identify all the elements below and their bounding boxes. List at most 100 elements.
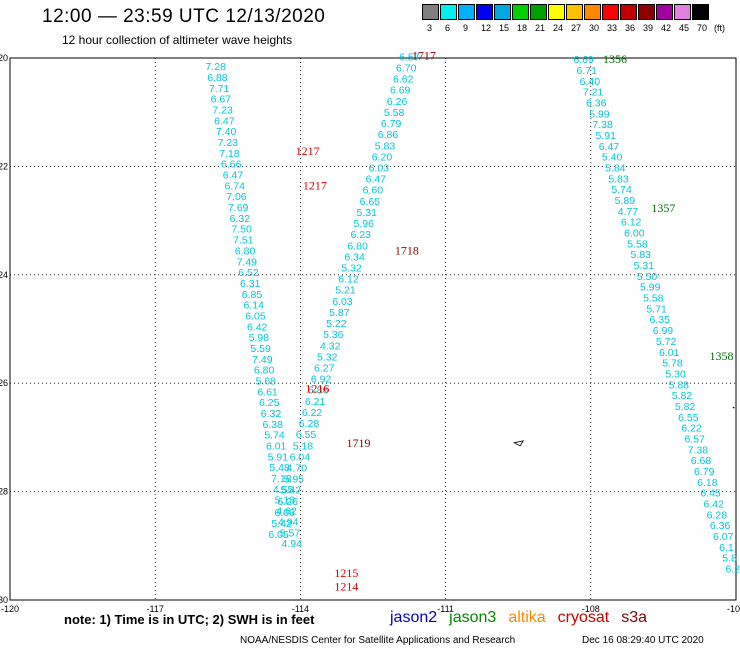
wave-height-value: 6.27: [314, 362, 335, 374]
wave-height-value: 7.51: [233, 235, 254, 247]
wave-height-value: 6.55: [678, 412, 699, 424]
wave-height-value: 5.88: [669, 379, 690, 391]
wave-height-value: 5.99: [640, 282, 661, 294]
wave-height-value: 7.18: [271, 473, 292, 485]
plot-frame: [9, 57, 737, 601]
colorbar-label: 42: [661, 23, 672, 33]
wave-height-value: 4.77: [618, 206, 639, 218]
colorbar-label: 24: [553, 23, 564, 33]
wave-height-value: 7.38: [688, 444, 709, 456]
colorbar: [422, 4, 710, 20]
pass-number-label: 1719: [346, 436, 370, 450]
wave-height-value: 6.86: [308, 385, 329, 397]
wave-height-value: 6.79: [381, 118, 402, 130]
credit-text: NOAA/NESDIS Center for Satellite Applica…: [240, 635, 516, 646]
wave-height-value: 7.71: [209, 83, 230, 95]
footer-note: note: 1) Time is in UTC; 2) SWH is in fe…: [64, 612, 315, 627]
wave-height-value: 5.74: [611, 184, 632, 196]
pass-number-label: 1216: [305, 382, 329, 396]
wave-height-value: 5.87: [329, 307, 350, 319]
wave-height-value: 6.01: [659, 347, 680, 359]
wave-height-value: 6.36: [586, 97, 607, 109]
wave-height-value: 6.21: [305, 396, 326, 408]
wave-height-value: 6.38: [263, 419, 284, 431]
wave-height-value: 5.48: [269, 462, 290, 474]
wave-height-value: 5.96: [353, 218, 374, 230]
wave-height-value: 6.22: [302, 407, 323, 419]
pass-number-label: 1214: [334, 579, 358, 593]
wave-height-value: 6.34: [344, 251, 365, 263]
wave-height-value: 6.74: [224, 180, 245, 192]
wave-height-value: 5.21: [335, 285, 356, 297]
wave-height-value: 6.55: [296, 429, 317, 441]
colorbar-label: 9: [463, 23, 469, 33]
wave-height-value: 5.95: [284, 474, 305, 486]
wave-height-value: 6.07: [713, 531, 734, 543]
wave-height-value: 6.00: [624, 228, 645, 240]
pass-number-label: 1217: [303, 178, 327, 192]
wave-height-value: 7.49: [237, 256, 258, 268]
wave-height-value: 6.05: [268, 529, 289, 541]
colorbar-label: 39: [643, 23, 654, 33]
y-tick-label: -20: [0, 53, 8, 63]
colorbar-label: 12: [481, 23, 492, 33]
wave-height-value: 4.94: [282, 538, 303, 550]
satellite-jason2: jason2: [390, 609, 438, 626]
wave-height-value: 5.71: [646, 303, 667, 315]
wave-height-value: 6.80: [254, 365, 275, 377]
y-tick-label: -24: [0, 270, 8, 280]
generated-timestamp: Dec 16 08:29:40 UTC 2020: [582, 635, 704, 646]
wave-height-value: 6.01: [266, 441, 287, 453]
satellite-altika: altika: [508, 609, 546, 626]
wave-height-value: 5.72: [656, 336, 677, 348]
colorbar-swatch: [602, 4, 619, 20]
pass-number-label: 1358: [709, 349, 733, 363]
wave-height-value: 6.60: [363, 185, 384, 197]
wave-height-value: 6.12: [338, 274, 359, 286]
colorbar-swatch: [674, 4, 691, 20]
wave-height-value: 5.36: [323, 329, 344, 341]
wave-height-value: 6.40: [580, 76, 601, 88]
wave-height-value: 6.47: [366, 174, 387, 186]
colorbar-swatch: [422, 4, 439, 20]
wave-height-value: 5.42: [271, 518, 292, 530]
wave-height-value: 5.78: [662, 358, 683, 370]
wave-height-value: 4.94: [278, 516, 299, 528]
satellite-legend: jason2 jason3 altika cryosat s3a: [390, 609, 659, 627]
colorbar-swatch: [566, 4, 583, 20]
wave-height-value: 5.32: [317, 351, 338, 363]
wave-height-value: 6.45: [700, 488, 721, 500]
y-tick-label: -28: [0, 487, 8, 497]
wave-height-value: 6.79: [694, 466, 715, 478]
colorbar-swatch: [584, 4, 601, 20]
wave-height-value: 5.82: [672, 390, 693, 402]
wave-height-value: 6.14: [243, 300, 264, 312]
x-tick-label: -114: [292, 604, 309, 614]
wave-height-value: 6.18: [697, 477, 718, 489]
wave-height-value: 5.18: [293, 440, 314, 452]
wave-height-value: 7.50: [231, 224, 252, 236]
wave-height-value: 7.38: [592, 119, 613, 131]
wave-height-value: 4.32: [320, 340, 341, 352]
y-tick-label: -22: [0, 161, 8, 171]
wave-height-value: 6.35: [650, 314, 671, 326]
wave-height-value: 5.68: [256, 375, 277, 387]
wave-height-value: 6.69: [390, 85, 411, 97]
wave-height-value: 6.04: [290, 451, 311, 463]
wave-height-value: 4.70: [287, 462, 308, 474]
wave-height-value: 6.69: [573, 54, 594, 66]
wave-height-value: 6.36: [710, 520, 731, 532]
wave-height-value: 4.55: [273, 484, 294, 496]
wave-height-value: 7.23: [218, 137, 239, 149]
wave-height-value: 6.31: [240, 278, 261, 290]
colorbar-swatch: [620, 4, 637, 20]
pass-number-label: 1356: [603, 52, 627, 66]
wave-height-value: 5.58: [627, 238, 648, 250]
y-tick-label: -30: [0, 595, 8, 605]
pass-number-label: 1215: [334, 566, 358, 580]
satellite-cryosat: cryosat: [557, 609, 610, 626]
wave-height-value: 5.58: [384, 107, 405, 119]
wave-height-value: 6.20: [372, 151, 393, 163]
wave-height-value: 6.06: [274, 507, 295, 519]
colorbar-swatch: [494, 4, 511, 20]
